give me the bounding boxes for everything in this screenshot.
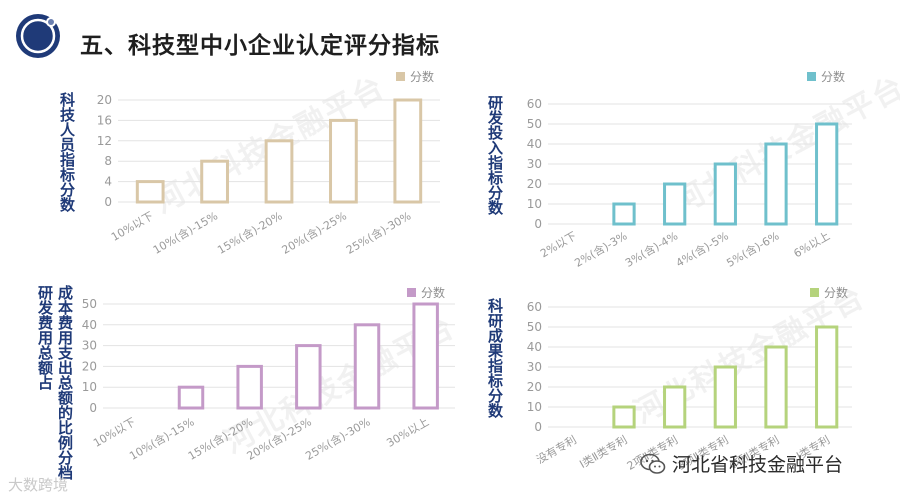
y-tick-label: 20 [97,93,112,107]
legend-swatch [407,288,416,297]
x-tick-label: 25%(含)-30% [303,414,373,462]
wechat-icon [640,453,666,474]
bar [815,122,839,226]
y-tick-label: 8 [104,154,112,168]
y-tick-label: 50 [527,320,542,334]
x-tick-label: 15%(含)-20% [185,414,255,462]
legend-swatch [807,72,816,81]
chart3-ylabel-column-a: 研发费用总额占 [36,285,54,390]
bar [393,98,423,204]
x-tick-label: Ⅰ类Ⅱ类专利 [577,432,630,470]
chart2-ylabel: 研发投入指标分数 [486,95,504,215]
bar [612,202,636,226]
y-tick-label: 0 [534,420,542,434]
chart4-ylabel: 科研成果指标分数 [486,298,504,418]
x-tick-label: 10%以下 [109,209,156,243]
y-tick-label: 40 [82,318,97,332]
y-tick-label: 16 [97,113,112,127]
y-tick-label: 40 [527,340,542,354]
bar [663,182,687,226]
bar [295,344,322,410]
y-tick-label: 60 [527,300,542,314]
y-tick-label: 4 [104,175,112,189]
y-tick-label: 40 [527,137,542,151]
x-tick-label: 30%以上 [384,415,431,449]
legend-label: 分数 [410,70,435,84]
legend-swatch [810,288,819,297]
y-tick-label: 20 [527,380,542,394]
y-tick-label: 30 [527,360,542,374]
bar [612,405,636,429]
legend-label: 分数 [421,286,446,300]
x-tick-label: 5%(含)-6% [724,228,782,269]
bar [764,345,788,429]
chart1-legend: 分数 [396,68,434,85]
legend-swatch [396,72,405,81]
bar [412,302,439,410]
x-tick-label: 25%(含)-30% [344,208,414,256]
y-tick-label: 20 [82,359,97,373]
y-tick-label: 60 [527,97,542,111]
bar [764,142,788,226]
bar [329,118,358,204]
bar [135,180,165,204]
page-title: 五、科技型中小企业认定评分指标 [80,33,440,59]
chart2-legend: 分数 [807,68,845,85]
y-tick-label: 20 [527,177,542,191]
y-tick-label: 50 [82,297,97,311]
chart3-ylabel-column-b: 成本费用支出总额的比例分档 [56,285,74,480]
bar [200,159,229,204]
chart1-ylabel: 科技人员指标分数 [58,92,76,212]
x-tick-label: 10%以下 [91,415,138,449]
x-tick-label: 10%(含)-15% [127,414,197,462]
y-tick-label: 0 [534,217,542,231]
x-tick-label: 20%(含)-25% [244,414,314,462]
y-tick-label: 0 [89,401,97,415]
legend-label: 分数 [824,286,849,300]
x-tick-label: 3%(含)-4% [623,228,681,269]
x-tick-label: 10%(含)-15% [150,208,220,256]
bar [713,365,737,429]
y-tick-label: 12 [97,134,112,148]
platform-name: 河北省科技金融平台 [672,454,844,476]
y-tick-label: 10 [527,197,542,211]
y-tick-label: 10 [527,400,542,414]
x-tick-label: 15%(含)-20% [215,208,285,256]
source-mark-text: 大数跨境 [8,476,69,494]
chart4-legend: 分数 [810,284,848,301]
source-watermark: 大数跨境 [8,474,68,495]
x-tick-label: 6%以上 [791,229,832,260]
bar [713,162,737,226]
y-tick-label: 0 [104,195,112,209]
logo-icon [16,14,60,58]
bar [264,139,294,204]
x-tick-label: 4%(含)-5% [673,228,731,269]
y-tick-label: 50 [527,117,542,131]
x-tick-label: 2%(含)-3% [572,228,630,269]
y-tick-label: 30 [82,339,97,353]
bar [353,323,381,410]
bar [815,325,839,429]
bar [663,385,687,429]
platform-mark: 河北省科技金融平台 [640,450,843,477]
bar [177,385,205,410]
legend-label: 分数 [821,70,846,84]
x-tick-label: 没有专利 [534,432,579,466]
bar [236,364,263,410]
chart3-legend: 分数 [407,284,445,301]
x-tick-label: 2%以下 [538,229,579,260]
y-tick-label: 30 [527,157,542,171]
y-tick-label: 10 [82,380,97,394]
x-tick-label: 20%(含)-25% [279,208,349,256]
